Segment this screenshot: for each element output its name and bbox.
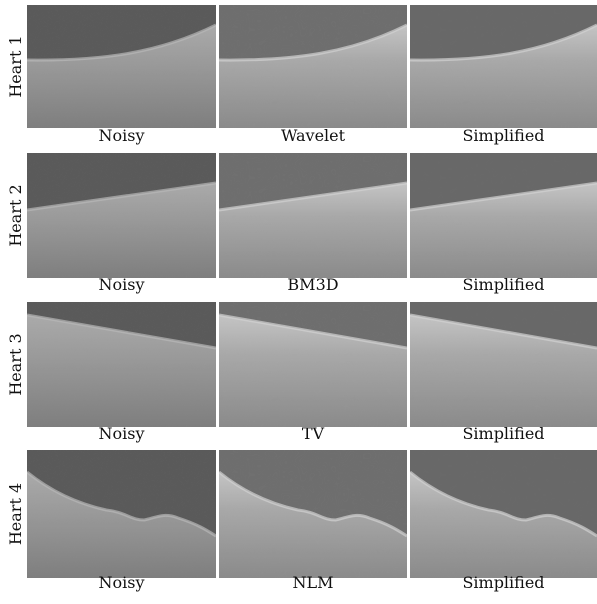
- image-content: [219, 302, 407, 427]
- caption: Simplified: [462, 275, 544, 294]
- image: [219, 153, 407, 278]
- image-content: [410, 302, 597, 427]
- image-content: [410, 5, 597, 128]
- edge: [27, 470, 216, 538]
- image: [410, 153, 597, 278]
- row-label: Heart 2: [6, 184, 25, 246]
- row-label: Heart 1: [6, 35, 25, 97]
- edge: [410, 470, 597, 538]
- image-content: [27, 5, 216, 128]
- tissue: [27, 25, 216, 128]
- edge: [27, 23, 216, 62]
- caption: Noisy: [99, 275, 145, 294]
- caption: Noisy: [99, 424, 145, 443]
- image: [27, 302, 216, 427]
- caption: TV: [302, 424, 325, 443]
- tissue: [27, 183, 216, 278]
- tissue: [219, 25, 407, 128]
- caption: Noisy: [99, 126, 145, 145]
- tissue: [27, 472, 216, 578]
- image-content: [219, 450, 407, 578]
- image-content: [410, 153, 597, 278]
- image: [219, 5, 407, 128]
- tissue: [219, 315, 407, 427]
- caption: Simplified: [462, 126, 544, 145]
- row-label: Heart 3: [6, 333, 25, 395]
- image-content: [219, 5, 407, 128]
- image-content: [219, 153, 407, 278]
- tissue: [410, 25, 597, 128]
- image-content: [27, 302, 216, 427]
- image: [219, 450, 407, 578]
- image: [410, 5, 597, 128]
- edge: [219, 313, 407, 350]
- image: [410, 450, 597, 578]
- edge: [219, 23, 407, 62]
- caption: Simplified: [462, 424, 544, 443]
- image: [219, 302, 407, 427]
- tissue: [410, 472, 597, 578]
- edge: [410, 313, 597, 350]
- image-content: [27, 450, 216, 578]
- image: [27, 450, 216, 578]
- tissue: [27, 315, 216, 427]
- image-content: [410, 450, 597, 578]
- tissue: [410, 183, 597, 278]
- tissue: [219, 472, 407, 578]
- edge: [219, 470, 407, 538]
- row-label: Heart 4: [6, 483, 25, 545]
- image: [27, 5, 216, 128]
- tissue: [219, 183, 407, 278]
- caption: Simplified: [462, 573, 544, 592]
- image-content: [27, 153, 216, 278]
- image: [410, 302, 597, 427]
- edge: [410, 181, 597, 212]
- edge: [27, 313, 216, 350]
- edge: [410, 23, 597, 62]
- caption: NLM: [292, 573, 333, 592]
- caption: Wavelet: [281, 126, 346, 145]
- caption: BM3D: [287, 275, 338, 294]
- tissue: [410, 315, 597, 427]
- edge: [219, 181, 407, 212]
- image: [27, 153, 216, 278]
- edge: [27, 181, 216, 212]
- caption: Noisy: [99, 573, 145, 592]
